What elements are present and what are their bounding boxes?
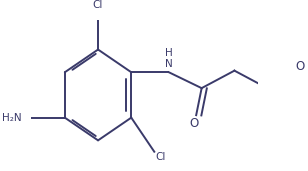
Text: Cl: Cl [156,153,166,162]
Text: H
N: H N [165,48,173,69]
Text: Cl: Cl [93,0,103,10]
Text: O: O [189,117,199,130]
Text: O: O [295,60,305,73]
Text: H₂N: H₂N [2,113,22,123]
